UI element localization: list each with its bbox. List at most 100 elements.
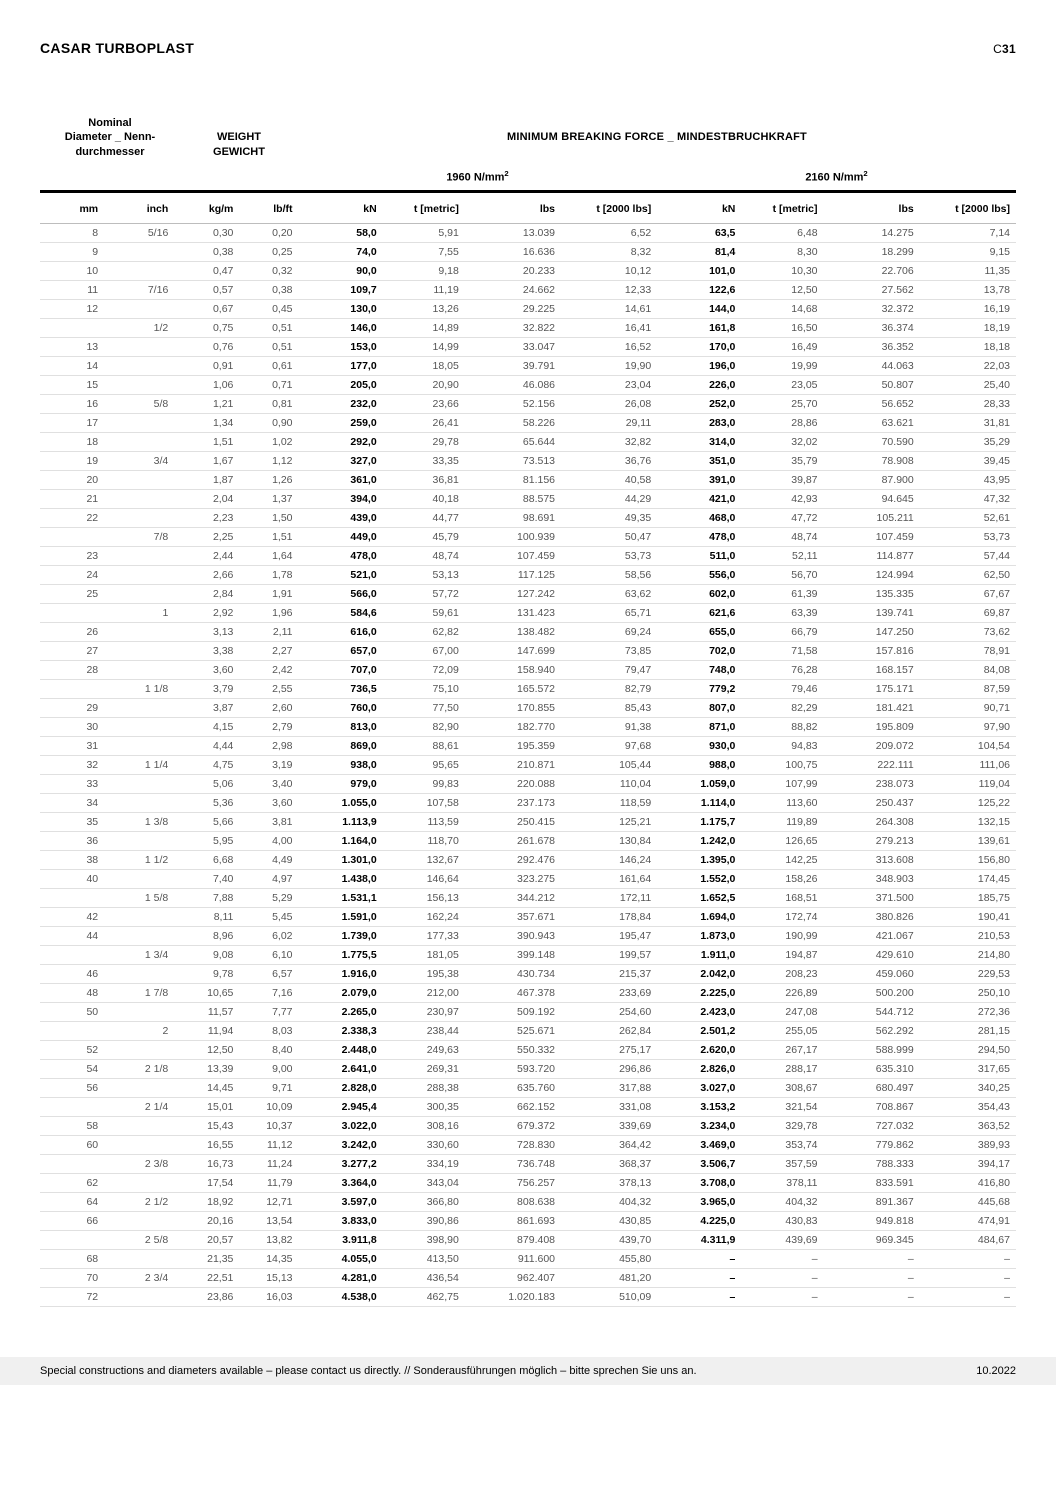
table-cell: 25,70 xyxy=(741,394,823,413)
table-cell: 69,87 xyxy=(920,603,1016,622)
footer-left: Special constructions and diameters avai… xyxy=(40,1365,697,1377)
table-cell: 72 xyxy=(40,1287,110,1306)
table-cell: 56.652 xyxy=(824,394,920,413)
weight-header: WEIGHT GEWICHT xyxy=(180,130,298,159)
table-cell: 98.691 xyxy=(465,508,561,527)
table-cell: 162,24 xyxy=(383,907,465,926)
table-cell: 296,86 xyxy=(561,1059,657,1078)
table-cell: 478,0 xyxy=(299,546,383,565)
table-cell: 1,64 xyxy=(239,546,298,565)
brand-title: CASAR TURBOPLAST xyxy=(40,40,194,56)
table-cell: 11,35 xyxy=(920,261,1016,280)
table-cell xyxy=(110,337,180,356)
table-cell: 178,84 xyxy=(561,907,657,926)
col-lbs1: lbs xyxy=(465,193,561,224)
table-cell: 16.636 xyxy=(465,242,561,261)
table-row: 171,340,90259,026,4158.22629,11283,028,8… xyxy=(40,413,1016,432)
table-cell: 21 xyxy=(40,489,110,508)
table-cell: 26,41 xyxy=(383,413,465,432)
table-cell: 329,78 xyxy=(741,1116,823,1135)
table-cell: – xyxy=(657,1249,741,1268)
table-cell: 16,55 xyxy=(180,1135,239,1154)
table-cell: 588.999 xyxy=(824,1040,920,1059)
nominal-l3: durchmesser xyxy=(40,145,180,159)
table-cell: 113,59 xyxy=(383,812,465,831)
table-cell: 100,75 xyxy=(741,755,823,774)
table-cell xyxy=(110,1173,180,1192)
table-row: 100,470,3290,09,1820.23310,12101,010,302… xyxy=(40,261,1016,280)
table-cell: 8,40 xyxy=(239,1040,298,1059)
table-cell: 9,15 xyxy=(920,242,1016,261)
table-row: 1 1/83,792,55736,575,10165.57282,79779,2… xyxy=(40,679,1016,698)
table-row: 293,872,60760,077,50170.85585,43807,082,… xyxy=(40,698,1016,717)
table-row: 7223,8616,034.538,0462,751.020.183510,09… xyxy=(40,1287,1016,1306)
table-cell: 2.945,4 xyxy=(299,1097,383,1116)
table-cell: 11,57 xyxy=(180,1002,239,1021)
table-cell: 2,27 xyxy=(239,641,298,660)
table-cell: 249,63 xyxy=(383,1040,465,1059)
table-cell: 1 xyxy=(110,603,180,622)
table-cell: 308,67 xyxy=(741,1078,823,1097)
table-cell: 2,92 xyxy=(180,603,239,622)
table-cell: 292.476 xyxy=(465,850,561,869)
table-cell: 3.364,0 xyxy=(299,1173,383,1192)
table-cell: 2.225,0 xyxy=(657,983,741,1002)
table-cell: 48,74 xyxy=(383,546,465,565)
table-cell: 5,06 xyxy=(180,774,239,793)
table-row: 2 3/816,7311,243.277,2334,19736.748368,3… xyxy=(40,1154,1016,1173)
table-cell: 22 xyxy=(40,508,110,527)
table-cell xyxy=(110,1135,180,1154)
table-cell: 0,38 xyxy=(239,280,298,299)
table-cell xyxy=(110,1116,180,1135)
table-row: 130,760,51153,014,9933.04716,52170,016,4… xyxy=(40,337,1016,356)
table-cell: 63,5 xyxy=(657,223,741,242)
table-cell: 135.335 xyxy=(824,584,920,603)
table-cell: 478,0 xyxy=(657,527,741,546)
table-cell: 779.862 xyxy=(824,1135,920,1154)
table-cell: – xyxy=(824,1249,920,1268)
table-cell: 10,30 xyxy=(741,261,823,280)
table-cell xyxy=(110,356,180,375)
table-cell xyxy=(40,679,110,698)
table-cell: 105,44 xyxy=(561,755,657,774)
table-cell: – xyxy=(741,1287,823,1306)
table-cell: 484,67 xyxy=(920,1230,1016,1249)
table-cell: 11,24 xyxy=(239,1154,298,1173)
table-cell: 911.600 xyxy=(465,1249,561,1268)
table-cell: 146,0 xyxy=(299,318,383,337)
table-cell: 114.877 xyxy=(824,546,920,565)
table-cell: 161,8 xyxy=(657,318,741,337)
table-cell: 78,91 xyxy=(920,641,1016,660)
table-cell: 25,40 xyxy=(920,375,1016,394)
table-cell: 28,33 xyxy=(920,394,1016,413)
table-row: 2 1/415,0110,092.945,4300,35662.152331,0… xyxy=(40,1097,1016,1116)
table-cell: 58,56 xyxy=(561,565,657,584)
table-cell: 7,14 xyxy=(920,223,1016,242)
table-row: 252,841,91566,057,72127.24263,62602,061,… xyxy=(40,584,1016,603)
table-cell: 391,0 xyxy=(657,470,741,489)
page-number: C31 xyxy=(993,42,1016,56)
table-cell: 879.408 xyxy=(465,1230,561,1249)
table-cell: 195.359 xyxy=(465,736,561,755)
table-cell: 49,35 xyxy=(561,508,657,527)
table-cell: 3.833,0 xyxy=(299,1211,383,1230)
table-cell: 27.562 xyxy=(824,280,920,299)
table-cell: 62 xyxy=(40,1173,110,1192)
table-cell: 5,36 xyxy=(180,793,239,812)
table-cell: 394,0 xyxy=(299,489,383,508)
table-cell: 429.610 xyxy=(824,945,920,964)
table-cell xyxy=(40,527,110,546)
table-cell: 172,74 xyxy=(741,907,823,926)
table-cell: 107,58 xyxy=(383,793,465,812)
table-cell: 462,75 xyxy=(383,1287,465,1306)
table-cell: 237.173 xyxy=(465,793,561,812)
table-cell: 283,0 xyxy=(657,413,741,432)
nominal-l1: Nominal xyxy=(40,116,180,130)
table-cell: 390,86 xyxy=(383,1211,465,1230)
table-cell: 3.708,0 xyxy=(657,1173,741,1192)
table-cell: 36,81 xyxy=(383,470,465,489)
table-cell xyxy=(110,869,180,888)
table-cell: 28 xyxy=(40,660,110,679)
table-cell: 29.225 xyxy=(465,299,561,318)
table-cell: 12,50 xyxy=(180,1040,239,1059)
